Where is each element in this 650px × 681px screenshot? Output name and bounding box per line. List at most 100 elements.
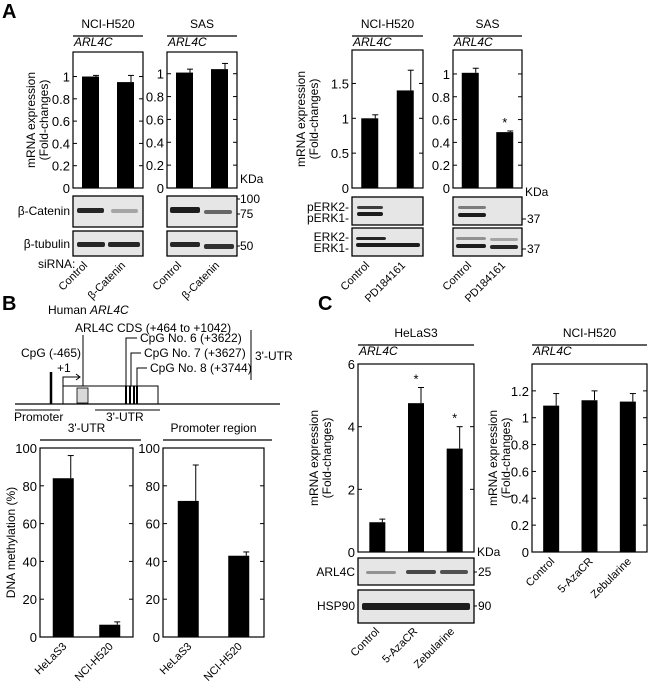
cpg8-pointer [136, 367, 147, 386]
significance-asterisk: * [413, 372, 418, 387]
band [170, 242, 200, 247]
cpg7-pointer [130, 352, 141, 386]
y-tick-label: 0.6 [52, 114, 70, 129]
band [357, 206, 383, 209]
x-tick-label: Control [441, 260, 475, 294]
cpg8-label: CpG No. 8 (+3744) [150, 361, 252, 375]
gene-label: ARL4C [352, 35, 392, 49]
band [356, 243, 420, 247]
y-tick-label: 0.2 [146, 158, 164, 173]
bar [396, 90, 414, 188]
promoter-label: Promoter [14, 410, 63, 424]
y-tick-label: 1 [157, 67, 164, 82]
bar [619, 401, 636, 552]
kda-label: KDa [525, 185, 549, 199]
bar [446, 448, 463, 552]
bar [211, 69, 228, 188]
chart-title: Promoter region [170, 421, 256, 435]
y-axis-label: (Fold-changes) [499, 418, 513, 499]
plot-frame [351, 49, 424, 189]
utr-label: 3'-UTR [106, 410, 144, 424]
band [108, 242, 140, 247]
y-tick-label: 20 [146, 592, 160, 607]
band [204, 210, 232, 214]
bar [543, 405, 560, 552]
gene-label: ARL4C [532, 344, 572, 358]
y-tick-label: 0.4 [511, 491, 529, 506]
x-tick-label: HeLaS3 [33, 641, 70, 678]
bar [581, 400, 598, 552]
y-tick-label: 0 [342, 181, 349, 196]
chart-title: 3'-UTR [68, 421, 106, 435]
tss-arrow-icon [62, 373, 81, 386]
blot-perk-sas [452, 196, 523, 226]
chart-title: SAS [190, 17, 214, 31]
band [458, 206, 486, 209]
cds-box [76, 387, 89, 404]
blot-erk-sas [452, 227, 523, 257]
y-tick-label: 0 [522, 545, 529, 560]
blot-perk-nci [351, 196, 424, 226]
band [366, 571, 396, 574]
marker-label: 90 [478, 599, 492, 613]
tss-label: +1 [57, 361, 71, 375]
y-tick-label: 1.2 [511, 384, 529, 399]
x-tick-label: β-Catenin [86, 260, 128, 302]
y-tick-label: 0.6 [432, 113, 450, 128]
blot-row-label: ERK2- [314, 230, 349, 244]
diagram-title-prefix: Human [48, 303, 90, 317]
bar [177, 500, 199, 637]
bar [82, 76, 99, 188]
band [458, 213, 486, 217]
x-tick-label: NCI-H520 [73, 641, 116, 681]
cds-label: ARL4C CDS (+464 to +1042) [75, 321, 231, 335]
y-tick-label: 0.8 [432, 90, 450, 105]
cpg6-label: CpG No. 6 (+3622) [140, 331, 242, 345]
x-tick-label: Control [151, 260, 185, 294]
y-tick-label: 0.8 [146, 90, 164, 105]
x-tick-label: Control [524, 556, 558, 590]
y-axis-label: (Fold-changes) [307, 79, 321, 160]
x-tick-label: Zebularine [589, 556, 634, 601]
panel-label-a: A [2, 1, 16, 23]
y-axis-label: mRNA expression [294, 71, 308, 167]
y-tick-label: 0.6 [146, 112, 164, 127]
marker-label: 75 [240, 207, 254, 221]
y-tick-label: 0.5 [331, 146, 349, 161]
y-tick-label: 80 [146, 479, 160, 494]
bar [117, 82, 134, 188]
cpg6-pointer [125, 337, 137, 386]
y-tick-label: 40 [146, 554, 160, 569]
band [490, 245, 518, 249]
y-tick-label: 0.8 [52, 92, 70, 107]
plot-frame [452, 49, 523, 189]
band [170, 207, 200, 213]
bar [99, 624, 121, 637]
y-axis-label: mRNA expression [24, 72, 38, 168]
band [357, 212, 383, 216]
diagram-title: Human ARL4C [48, 303, 129, 317]
marker-label: 50 [240, 239, 254, 253]
y-tick-label: 20 [23, 592, 37, 607]
y-tick-label: 80 [23, 479, 37, 494]
blot-row-label: ERK1- [314, 241, 349, 255]
y-tick-label: 1.5 [331, 76, 349, 91]
bar [52, 478, 74, 637]
x-tick-label: HeLaS3 [158, 641, 195, 678]
band [456, 244, 486, 248]
blot-row-label: β-Catenin [18, 204, 70, 218]
y-axis-label: (Fold-changes) [320, 418, 334, 499]
y-tick-label: 0.2 [432, 158, 450, 173]
y-tick-label: 100 [15, 441, 37, 456]
x-tick-label: 5-AzaCR [556, 556, 596, 596]
bar [461, 72, 479, 188]
band [440, 570, 468, 574]
bar [496, 132, 514, 188]
blot-row-label: pERK2- [307, 200, 349, 214]
blot-erk-nci [351, 227, 424, 257]
utr-bracket-label: 3'-UTR [255, 349, 293, 363]
y-tick-label: 0 [157, 181, 164, 196]
chart-title: NCI-H520 [563, 326, 617, 340]
blot-row-label: ARL4C [316, 565, 355, 579]
